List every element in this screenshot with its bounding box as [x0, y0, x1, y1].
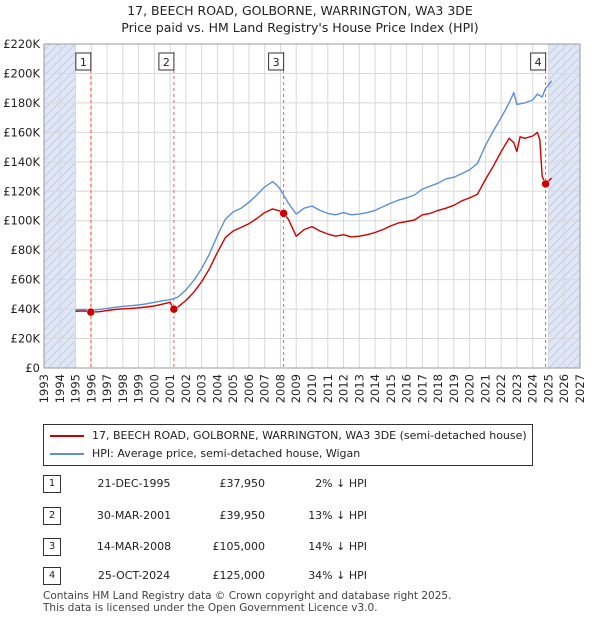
- y-tick-label: £0: [25, 361, 40, 375]
- y-tick-label: £180K: [3, 96, 40, 110]
- sale-number: 1: [43, 475, 61, 493]
- y-tick-label: £140K: [3, 155, 40, 169]
- legend-swatch-property: [50, 435, 84, 437]
- sale-hpi-diff: 13% ↓ HPI: [285, 506, 367, 526]
- price-chart: 1 2 3 4 £0 £20K £40K £60K £80K £100K £120K £140K £16…: [0, 0, 600, 420]
- sale-hpi-diff: 2% ↓ HPI: [285, 474, 367, 494]
- chart-legend: 17, BEECH ROAD, GOLBORNE, WARRINGTON, WA…: [43, 424, 533, 466]
- table-row: 2 30-MAR-2001 £39,950 13% ↓ HPI: [43, 506, 543, 526]
- x-tick-label: 2001: [163, 374, 177, 403]
- x-tick-label: 1994: [53, 374, 67, 403]
- sale-point: [87, 308, 95, 316]
- sale-number: 2: [43, 507, 61, 525]
- y-tick-label: £60K: [11, 273, 41, 287]
- x-tick-label: 2008: [273, 374, 287, 403]
- sale-price: £105,000: [193, 537, 265, 557]
- x-tick-label: 2021: [478, 374, 492, 403]
- x-tick-label: 2020: [463, 374, 477, 403]
- x-tick-label: 2005: [226, 374, 240, 403]
- y-tick-label: £120K: [3, 184, 40, 198]
- sale-point: [170, 305, 178, 313]
- x-tick-label: 2027: [573, 374, 587, 403]
- sale-point: [542, 180, 550, 188]
- x-tick-label: 1998: [116, 374, 130, 403]
- y-tick-label: £40K: [11, 302, 41, 316]
- x-tick-label: 2010: [305, 374, 319, 403]
- sale-marker-label: 4: [535, 56, 542, 69]
- x-tick-label: 2007: [258, 374, 272, 403]
- legend-label-property: 17, BEECH ROAD, GOLBORNE, WARRINGTON, WA…: [92, 429, 527, 442]
- x-tick-label: 2006: [242, 374, 256, 403]
- sale-marker-label: 1: [80, 56, 87, 69]
- footer-license: This data is licensed under the Open Gov…: [43, 602, 378, 614]
- sale-date: 25-OCT-2024: [79, 566, 189, 586]
- sale-date: 21-DEC-1995: [79, 474, 189, 494]
- x-tick-label: 2004: [210, 374, 224, 403]
- x-tick-label: 2002: [179, 374, 193, 403]
- table-row: 3 14-MAR-2008 £105,000 14% ↓ HPI: [43, 537, 543, 557]
- legend-swatch-hpi: [50, 453, 84, 455]
- y-tick-label: £80K: [11, 243, 41, 257]
- x-tick-label: 2003: [195, 374, 209, 403]
- x-tick-label: 2024: [526, 374, 540, 403]
- legend-item-hpi: HPI: Average price, semi-detached house,…: [50, 445, 360, 463]
- x-tick-label: 2025: [541, 374, 555, 403]
- sale-date: 14-MAR-2008: [79, 537, 189, 557]
- x-tick-label: 2013: [352, 374, 366, 403]
- y-tick-label: £20K: [11, 332, 41, 346]
- sale-price: £39,950: [193, 506, 265, 526]
- x-tick-label: 1997: [100, 374, 114, 403]
- x-tick-label: 2012: [337, 374, 351, 403]
- x-tick-label: 2023: [510, 374, 524, 403]
- x-tick-label: 2000: [147, 374, 161, 403]
- y-tick-label: £220K: [3, 37, 40, 51]
- x-tick-label: 2026: [557, 374, 571, 403]
- sale-marker-label: 3: [273, 56, 280, 69]
- x-tick-label: 1995: [69, 374, 83, 403]
- x-tick-label: 1993: [37, 374, 51, 403]
- x-tick-label: 2017: [415, 374, 429, 403]
- x-tick-label: 2014: [368, 374, 382, 403]
- sale-marker-label: 2: [163, 56, 170, 69]
- x-tick-label: 2016: [400, 374, 414, 403]
- sale-point: [280, 209, 288, 217]
- x-tick-label: 2009: [289, 374, 303, 403]
- x-tick-label: 2015: [384, 374, 398, 403]
- y-tick-label: £100K: [3, 214, 40, 228]
- sale-hpi-diff: 14% ↓ HPI: [285, 537, 367, 557]
- legend-label-hpi: HPI: Average price, semi-detached house,…: [92, 447, 360, 460]
- sale-price: £37,950: [193, 474, 265, 494]
- y-tick-label: £200K: [3, 66, 40, 80]
- legend-item-property: 17, BEECH ROAD, GOLBORNE, WARRINGTON, WA…: [50, 427, 527, 445]
- x-tick-label: 2019: [447, 374, 461, 403]
- x-tick-label: 1999: [132, 374, 146, 403]
- table-row: 4 25-OCT-2024 £125,000 34% ↓ HPI: [43, 566, 543, 586]
- y-tick-label: £160K: [3, 125, 40, 139]
- x-tick-label: 1996: [84, 374, 98, 403]
- sale-date: 30-MAR-2001: [79, 506, 189, 526]
- table-row: 1 21-DEC-1995 £37,950 2% ↓ HPI: [43, 474, 543, 494]
- sale-number: 4: [43, 567, 61, 585]
- x-tick-label: 2011: [321, 374, 335, 403]
- sale-price: £125,000: [193, 566, 265, 586]
- x-tick-label: 2018: [431, 374, 445, 403]
- sale-number: 3: [43, 538, 61, 556]
- footer-copyright: Contains HM Land Registry data © Crown c…: [43, 590, 451, 602]
- x-tick-label: 2022: [494, 374, 508, 403]
- sale-hpi-diff: 34% ↓ HPI: [285, 566, 367, 586]
